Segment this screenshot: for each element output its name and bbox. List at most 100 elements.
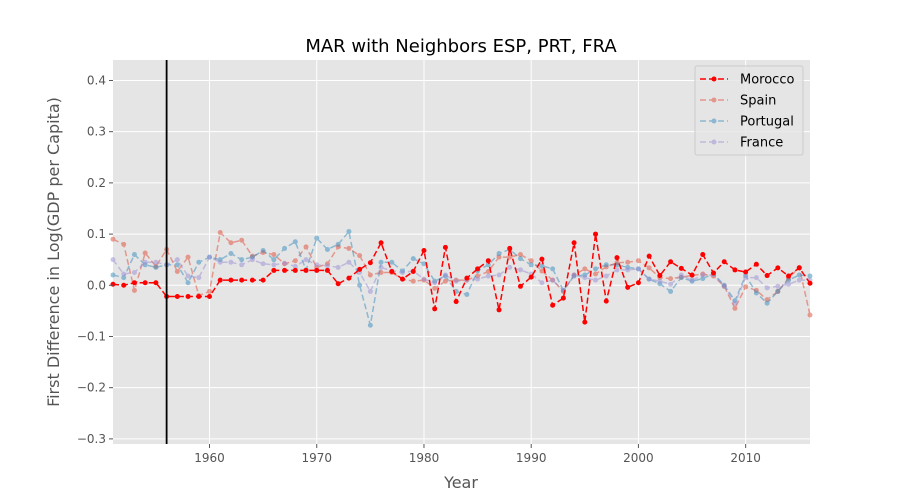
data-point-spain <box>185 254 191 260</box>
data-point-morocco <box>389 268 395 274</box>
data-point-france <box>346 259 352 265</box>
data-point-morocco <box>710 270 716 276</box>
legend-label-spain: Spain <box>740 94 776 109</box>
data-point-france <box>121 271 127 277</box>
data-point-morocco <box>475 266 481 272</box>
data-point-portugal <box>550 266 556 272</box>
data-point-morocco <box>314 267 320 273</box>
legend: Morocco Spain Portugal France <box>694 65 804 156</box>
data-point-morocco <box>517 283 523 289</box>
data-point-france <box>196 275 202 281</box>
data-point-portugal <box>764 300 770 306</box>
data-point-spain <box>668 276 674 282</box>
data-point-morocco <box>528 274 534 280</box>
data-point-france <box>721 283 727 289</box>
legend-swatch-morocco <box>700 76 728 82</box>
data-point-portugal <box>539 263 545 269</box>
data-point-morocco <box>496 307 502 313</box>
data-point-portugal <box>335 241 341 247</box>
data-point-morocco <box>324 267 330 273</box>
data-point-portugal <box>324 246 330 252</box>
data-point-portugal <box>110 272 116 278</box>
data-point-morocco <box>539 256 545 262</box>
data-point-morocco <box>485 258 491 264</box>
legend-box <box>694 65 804 156</box>
data-point-france <box>753 275 759 281</box>
data-point-morocco <box>646 253 652 259</box>
data-point-morocco <box>110 281 116 287</box>
chart-title: MAR with Neighbors ESP, PRT, FRA <box>305 36 617 57</box>
data-point-france <box>185 273 191 279</box>
data-point-spain <box>271 252 277 258</box>
data-point-france <box>603 273 609 279</box>
data-point-spain <box>743 284 749 290</box>
data-point-spain <box>635 258 641 264</box>
data-point-portugal <box>196 259 202 265</box>
data-point-morocco <box>400 276 406 282</box>
data-point-france <box>775 283 781 289</box>
legend-label-france: France <box>740 136 783 151</box>
data-point-france <box>207 254 213 260</box>
data-point-spain <box>303 244 309 250</box>
data-point-morocco <box>678 265 684 271</box>
data-point-france <box>485 273 491 279</box>
data-point-morocco <box>775 265 781 271</box>
data-point-morocco <box>207 294 213 300</box>
y-tick-label: 0.4 <box>87 73 106 87</box>
data-point-spain <box>410 278 416 284</box>
data-point-france <box>282 260 288 266</box>
data-point-portugal <box>292 239 298 245</box>
data-point-portugal <box>700 276 706 282</box>
data-point-france <box>453 278 459 284</box>
data-point-morocco <box>410 268 416 274</box>
data-point-france <box>550 277 556 283</box>
data-point-france <box>593 277 599 283</box>
data-point-portugal <box>357 282 363 288</box>
data-point-spain <box>442 278 448 284</box>
data-point-portugal <box>421 261 427 267</box>
data-point-france <box>507 264 513 270</box>
data-point-morocco <box>668 259 674 265</box>
y-tick-label: −0.1 <box>77 329 106 343</box>
data-point-morocco <box>582 319 588 325</box>
data-point-france <box>539 280 545 286</box>
legend-entry-portugal: Portugal <box>700 115 794 130</box>
series-france <box>110 254 813 306</box>
data-point-france <box>614 267 620 273</box>
data-point-portugal <box>153 264 159 270</box>
data-point-france <box>668 281 674 287</box>
data-point-morocco <box>732 267 738 273</box>
data-point-morocco <box>743 269 749 275</box>
data-point-morocco <box>593 231 599 237</box>
data-point-spain <box>485 268 491 274</box>
data-point-morocco <box>807 280 813 286</box>
data-point-france <box>442 272 448 278</box>
data-point-france <box>335 264 341 270</box>
data-point-morocco <box>303 267 309 273</box>
data-point-france <box>292 263 298 269</box>
data-point-portugal <box>807 273 813 279</box>
x-tick-label: 1980 <box>409 451 440 465</box>
legend-swatch-spain <box>700 97 728 103</box>
y-tick-label: 0.0 <box>87 278 106 292</box>
x-tick-label: 1970 <box>301 451 332 465</box>
data-point-portugal <box>228 251 234 257</box>
data-point-morocco <box>239 277 245 283</box>
data-point-morocco <box>432 306 438 312</box>
data-point-france <box>496 272 502 278</box>
y-axis-ticks: −0.3 −0.2 −0.1 0.0 0.1 0.2 0.3 0.4 <box>77 73 113 446</box>
data-point-morocco <box>378 240 384 246</box>
data-point-morocco <box>292 267 298 273</box>
data-point-morocco <box>357 266 363 272</box>
data-point-morocco <box>442 244 448 250</box>
legend-entry-morocco: Morocco <box>700 73 794 88</box>
data-point-portugal <box>282 245 288 251</box>
data-point-france <box>732 300 738 306</box>
data-point-spain <box>625 259 631 265</box>
data-point-morocco <box>764 273 770 279</box>
data-point-morocco <box>560 295 566 301</box>
data-point-morocco <box>507 245 513 251</box>
data-point-morocco <box>185 294 191 300</box>
data-point-france <box>786 281 792 287</box>
